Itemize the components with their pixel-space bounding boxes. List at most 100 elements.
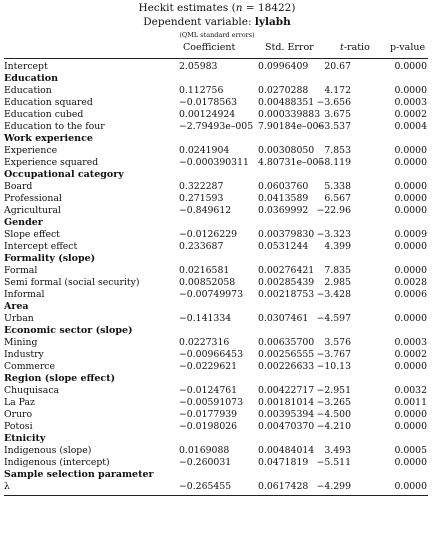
coefficient-cell: −0.00749973 [179,289,243,300]
p-value-cell: 0.0000 [394,241,427,252]
p-value-cell: 0.0000 [394,157,427,168]
p-value-cell: 0.0000 [394,205,427,216]
table-row: Intercept effect 0.233687 0.0531244 4.399 0.… [0,241,434,253]
std-error-cell: 0.00395394 [258,409,315,420]
p-value-cell: 0.0003 [394,337,427,348]
t-ratio-cell: −4.500 [316,409,351,420]
std-error-cell: 0.00379830 [258,229,315,240]
t-ratio-cell: −3.656 [316,97,351,108]
row-label: Industry [4,349,44,360]
coefficient-cell: −0.0229621 [179,361,238,372]
row-label: Education [4,85,52,96]
std-error-cell: 0.00484014 [258,445,315,456]
table-row: Mining 0.0227316 0.00635700 3.576 0.0003 [0,337,434,349]
t-ratio-cell: 6.567 [324,193,351,204]
coefficient-cell: −0.0126229 [179,229,238,240]
row-label: Board [4,181,33,192]
t-ratio-cell: −4.210 [316,421,351,432]
std-error-cell: 0.0531244 [258,241,309,252]
coefficient-cell: 0.0169088 [179,445,230,456]
row-label: Chuquisaca [4,385,60,396]
row-label: Experience squared [4,157,99,168]
std-error-cell: 0.0471819 [258,457,309,468]
table-title: Heckit estimates (n = 18422) [138,2,296,14]
std-error-cell: 0.0603760 [258,181,309,192]
std-error-cell: 0.00226633 [258,361,315,372]
t-ratio-cell: −5.511 [316,457,351,468]
std-error-cell: 0.0270288 [258,85,309,96]
t-ratio-cell: −4.299 [316,481,351,492]
table-row: Indigenous (intercept) −0.260031 0.0471819… [0,457,434,469]
t-ratio-cell: 3.576 [324,337,351,348]
section-heading: Occupational category [4,169,124,180]
p-value-cell: 0.0000 [394,85,427,96]
coefficient-cell: 2.05983 [179,61,218,72]
row-label: Urban [4,313,34,324]
column-header-coefficient: Coefficient [183,42,236,53]
p-value-cell: 0.0004 [394,121,427,132]
std-error-cell: 0.00276421 [258,265,315,276]
std-error-cell: 0.00488351 [258,97,315,108]
section-heading: Sample selection parameter [4,469,154,480]
section-heading: Region (slope effect) [4,373,116,384]
p-value-cell: 0.0006 [394,289,427,300]
coefficient-cell: 0.00124924 [179,109,236,120]
t-ratio-cell: −3.767 [316,349,351,360]
std-error-cell: 0.00470370 [258,421,315,432]
coefficient-cell: −0.0124761 [179,385,238,396]
coefficient-cell: 0.0241904 [179,145,230,156]
std-error-cell: 0.0996409 [258,61,309,72]
coefficient-cell: 0.0216581 [179,265,230,276]
table-row: Slope effect −0.0126229 0.00379830 −3.323 0.… [0,229,434,241]
row-label: Slope effect [4,229,60,240]
p-value-cell: 0.0003 [394,97,427,108]
table-row: Indigenous (slope) 0.0169088 0.00484014 3.4… [0,445,434,457]
table-row: Industry −0.00966453 0.00256555 −3.767 0.000… [0,349,434,361]
t-ratio-cell: −8.119 [316,157,351,168]
coefficient-cell: 0.233687 [179,241,224,252]
p-value-cell: 0.0000 [394,61,427,72]
table-row: Informal −0.00749973 0.00218753 −3.428 0.000… [0,289,434,301]
coefficient-cell: −0.265455 [179,481,232,492]
table-row: Education cubed 0.00124924 0.000339883 3.67… [0,109,434,121]
table-row: Education 0.112756 0.0270288 4.172 0.0000 [0,85,434,97]
row-label: Oruro [4,409,33,420]
p-value-cell: 0.0000 [394,409,427,420]
std-error-cell: 0.00308050 [258,145,315,156]
coefficient-cell: −0.260031 [179,457,232,468]
coefficient-cell: −0.000390311 [179,157,249,168]
column-header-t-ratio: t-ratio [340,42,370,53]
t-ratio-cell: 4.172 [324,85,351,96]
row-label: Intercept [4,61,48,72]
section-heading: Education [4,73,58,84]
coefficient-cell: −0.0198026 [179,421,238,432]
p-value-cell: 0.0000 [394,313,427,324]
row-label: Informal [4,289,45,300]
table-row: Chuquisaca −0.0124761 0.00422717 −2.951 0.00… [0,385,434,397]
coefficient-cell: −0.849612 [179,205,232,216]
row-label: La Paz [4,397,35,408]
table-row: Commerce −0.0229621 0.00226633 −10.13 0.0000 [0,361,434,373]
std-error-cell: 0.000339883 [258,109,321,120]
std-error-cell: 0.00285439 [258,277,315,288]
row-label: Professional [4,193,62,204]
t-ratio-cell: 7.835 [324,265,351,276]
p-value-cell: 0.0011 [394,397,427,408]
coefficient-cell: 0.0227316 [179,337,230,348]
column-header-std-error: Std. Error [265,42,314,53]
section-heading: Etnicity [4,433,46,444]
row-label: Intercept effect [4,241,78,252]
table-row: Education squared −0.0178563 0.00488351 −3.… [0,97,434,109]
t-ratio-cell: 7.853 [324,145,351,156]
coefficient-cell: −0.141334 [179,313,232,324]
row-label: Semi formal (social security) [4,277,140,288]
std-error-cell: 4.80731e–005 [258,157,325,168]
p-value-cell: 0.0000 [394,193,427,204]
table-row: Experience 0.0241904 0.00308050 7.853 0.0000 [0,145,434,157]
t-ratio-cell: 3.493 [324,445,351,456]
p-value-cell: 0.0002 [394,349,427,360]
std-error-cell: 0.00635700 [258,337,315,348]
row-label: Agricultural [4,205,61,216]
section-heading: Gender [4,217,43,228]
